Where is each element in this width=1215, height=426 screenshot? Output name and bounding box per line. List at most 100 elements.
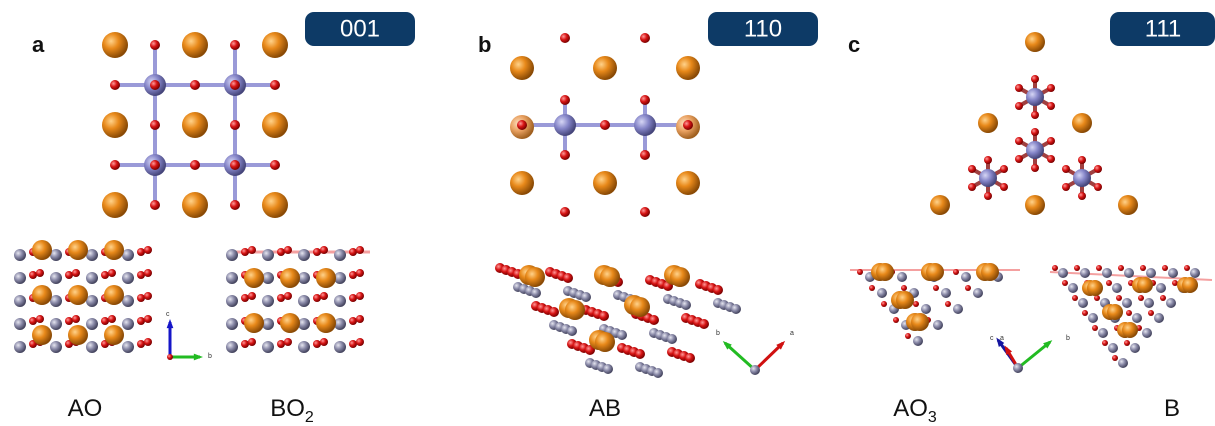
atom: [102, 32, 128, 58]
atom: [32, 285, 52, 305]
atom: [1078, 192, 1086, 200]
atom: [876, 263, 894, 281]
atom: [277, 294, 285, 302]
atom: [108, 315, 116, 323]
atom: [1062, 183, 1070, 191]
atom: [1184, 265, 1190, 271]
atom: [167, 354, 173, 360]
atom: [1116, 295, 1122, 301]
atom: [32, 325, 52, 345]
atom: [933, 320, 943, 330]
atom: [241, 294, 249, 302]
atom: [230, 200, 240, 210]
atom: [1052, 265, 1058, 271]
atom: [1130, 343, 1140, 353]
atom: [226, 318, 238, 330]
atom: [144, 315, 152, 323]
atom: [1058, 268, 1068, 278]
atom: [150, 80, 160, 90]
atom: [1096, 265, 1102, 271]
atom: [893, 317, 899, 323]
atom: [1073, 169, 1091, 187]
atom: [50, 341, 62, 353]
atom: [634, 114, 656, 136]
caption-main: AO: [893, 395, 928, 422]
atom: [1031, 75, 1039, 83]
atom: [248, 246, 256, 254]
axis-label: b: [1066, 335, 1070, 342]
atom: [1132, 313, 1142, 323]
atom: [68, 240, 88, 260]
atom: [262, 341, 274, 353]
atom: [110, 160, 120, 170]
atom: [14, 295, 26, 307]
atom: [1000, 183, 1008, 191]
atom: [1162, 265, 1168, 271]
atom: [349, 340, 357, 348]
caption: AB: [589, 395, 621, 422]
atom: [32, 240, 52, 260]
atom: [334, 249, 346, 261]
atom: [241, 340, 249, 348]
atom: [1074, 265, 1080, 271]
structures: [14, 32, 1212, 378]
atom: [1108, 343, 1118, 353]
atom: [1078, 298, 1088, 308]
atom: [226, 272, 238, 284]
atom: [262, 295, 274, 307]
atom: [284, 246, 292, 254]
atom: [320, 338, 328, 346]
axis-label: c: [990, 335, 994, 342]
atom: [603, 364, 613, 374]
atom: [86, 341, 98, 353]
axis-arrow: [1018, 342, 1050, 368]
caption-main: AO: [68, 395, 103, 422]
atom: [298, 295, 310, 307]
atom: [298, 249, 310, 261]
atom: [1047, 84, 1055, 92]
atom: [29, 271, 37, 279]
atom: [280, 268, 300, 288]
atom: [1146, 268, 1156, 278]
atom: [1138, 295, 1144, 301]
atom: [517, 120, 527, 130]
figure: a b c 001 110 111 AO BO2 AB AO3 B c b b …: [0, 0, 1215, 426]
orientation: 111: [1145, 15, 1181, 42]
atom: [554, 114, 576, 136]
atom: [122, 341, 134, 353]
atom: [1082, 310, 1088, 316]
atom: [104, 285, 124, 305]
atom: [270, 160, 280, 170]
atom: [29, 317, 37, 325]
atom: [984, 156, 992, 164]
atom: [14, 341, 26, 353]
caption-main: BO: [270, 395, 305, 422]
caption-sub: 3: [928, 409, 937, 426]
atom: [102, 192, 128, 218]
atom: [1118, 358, 1128, 368]
atom: [144, 269, 152, 277]
panel-label: c: [848, 32, 860, 57]
atom: [857, 269, 863, 275]
atom: [600, 267, 620, 287]
atom: [334, 341, 346, 353]
atom: [1025, 32, 1045, 52]
atom: [230, 80, 240, 90]
atom: [1031, 111, 1039, 119]
atom: [1078, 156, 1086, 164]
atom: [230, 120, 240, 130]
atom: [941, 288, 951, 298]
atom: [510, 56, 534, 80]
atom: [1144, 298, 1154, 308]
atom: [1062, 280, 1068, 286]
caption: AO: [68, 395, 103, 422]
atom: [334, 295, 346, 307]
atom: [230, 40, 240, 50]
atom: [72, 269, 80, 277]
atom: [1190, 268, 1200, 278]
atom: [981, 263, 999, 281]
atom: [905, 333, 911, 339]
atom: [560, 150, 570, 160]
atom: [593, 171, 617, 195]
atom: [86, 318, 98, 330]
